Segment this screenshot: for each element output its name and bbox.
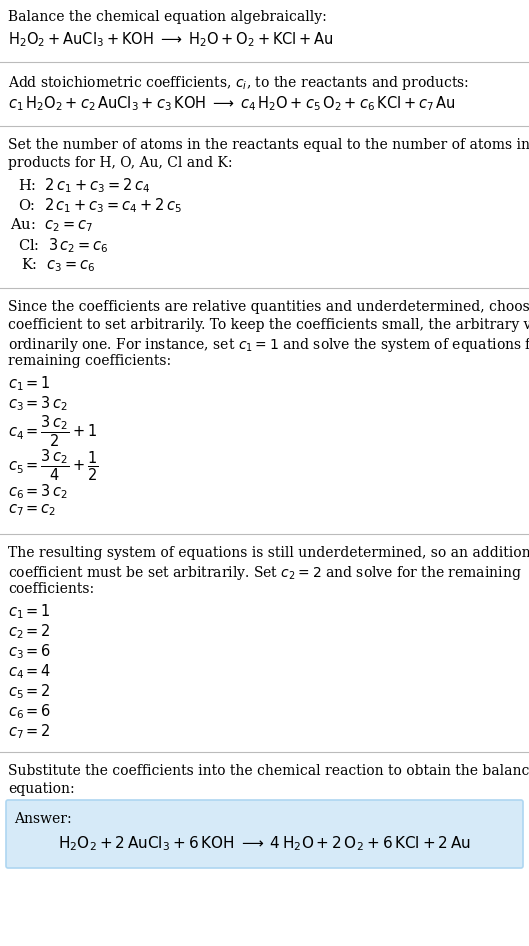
Text: Substitute the coefficients into the chemical reaction to obtain the balanced: Substitute the coefficients into the che…: [8, 764, 529, 778]
Text: Answer:: Answer:: [14, 812, 71, 826]
FancyBboxPatch shape: [6, 800, 523, 868]
Text: coefficient to set arbitrarily. To keep the coefficients small, the arbitrary va: coefficient to set arbitrarily. To keep …: [8, 318, 529, 332]
Text: $\mathrm{H_2O_2} + \mathrm{AuCl_3} + \mathrm{KOH} \;\longrightarrow\; \mathrm{H_: $\mathrm{H_2O_2} + \mathrm{AuCl_3} + \ma…: [8, 30, 334, 48]
Text: Add stoichiometric coefficients, $c_i$, to the reactants and products:: Add stoichiometric coefficients, $c_i$, …: [8, 74, 469, 92]
Text: O:  $2\,c_1 + c_3 = c_4 + 2\,c_5$: O: $2\,c_1 + c_3 = c_4 + 2\,c_5$: [18, 196, 182, 215]
Text: $c_1 = 1$: $c_1 = 1$: [8, 602, 51, 621]
Text: coefficients:: coefficients:: [8, 582, 94, 596]
Text: $c_5 = \dfrac{3\,c_2}{4} + \dfrac{1}{2}$: $c_5 = \dfrac{3\,c_2}{4} + \dfrac{1}{2}$: [8, 448, 99, 483]
Text: $c_1 = 1$: $c_1 = 1$: [8, 374, 51, 393]
Text: equation:: equation:: [8, 782, 75, 796]
Text: $c_4 = 4$: $c_4 = 4$: [8, 662, 51, 681]
Text: $\mathrm{H_2O_2} + 2\,\mathrm{AuCl_3} + 6\,\mathrm{KOH} \;\longrightarrow\; 4\,\: $\mathrm{H_2O_2} + 2\,\mathrm{AuCl_3} + …: [58, 834, 471, 852]
Text: $c_7 = 2$: $c_7 = 2$: [8, 722, 51, 741]
Text: The resulting system of equations is still underdetermined, so an additional: The resulting system of equations is sti…: [8, 546, 529, 560]
Text: $c_7 = c_2$: $c_7 = c_2$: [8, 502, 57, 517]
Text: Since the coefficients are relative quantities and underdetermined, choose a: Since the coefficients are relative quan…: [8, 300, 529, 314]
Text: products for H, O, Au, Cl and K:: products for H, O, Au, Cl and K:: [8, 156, 233, 170]
Text: $c_5 = 2$: $c_5 = 2$: [8, 682, 51, 701]
Text: $c_4 = \dfrac{3\,c_2}{2} + 1$: $c_4 = \dfrac{3\,c_2}{2} + 1$: [8, 414, 97, 449]
Text: ordinarily one. For instance, set $c_1 = 1$ and solve the system of equations fo: ordinarily one. For instance, set $c_1 =…: [8, 336, 529, 354]
Text: Au:  $c_2 = c_7$: Au: $c_2 = c_7$: [10, 216, 93, 234]
Text: $c_3 = 3\,c_2$: $c_3 = 3\,c_2$: [8, 394, 68, 412]
Text: $c_3 = 6$: $c_3 = 6$: [8, 642, 51, 660]
Text: coefficient must be set arbitrarily. Set $c_2 = 2$ and solve for the remaining: coefficient must be set arbitrarily. Set…: [8, 564, 522, 582]
Text: $c_2 = 2$: $c_2 = 2$: [8, 622, 51, 640]
Text: $c_1\,\mathrm{H_2O_2} + c_2\,\mathrm{AuCl_3} + c_3\,\mathrm{KOH} \;\longrightarr: $c_1\,\mathrm{H_2O_2} + c_2\,\mathrm{AuC…: [8, 94, 455, 113]
Text: $c_6 = 6$: $c_6 = 6$: [8, 702, 51, 721]
Text: H:  $2\,c_1 + c_3 = 2\,c_4$: H: $2\,c_1 + c_3 = 2\,c_4$: [18, 176, 150, 195]
Text: Cl:  $3\,c_2 = c_6$: Cl: $3\,c_2 = c_6$: [18, 236, 108, 254]
Text: remaining coefficients:: remaining coefficients:: [8, 354, 171, 368]
Text: Balance the chemical equation algebraically:: Balance the chemical equation algebraica…: [8, 10, 327, 24]
Text: K:  $c_3 = c_6$: K: $c_3 = c_6$: [21, 256, 95, 273]
Text: $c_6 = 3\,c_2$: $c_6 = 3\,c_2$: [8, 482, 68, 500]
Text: Set the number of atoms in the reactants equal to the number of atoms in the: Set the number of atoms in the reactants…: [8, 138, 529, 152]
